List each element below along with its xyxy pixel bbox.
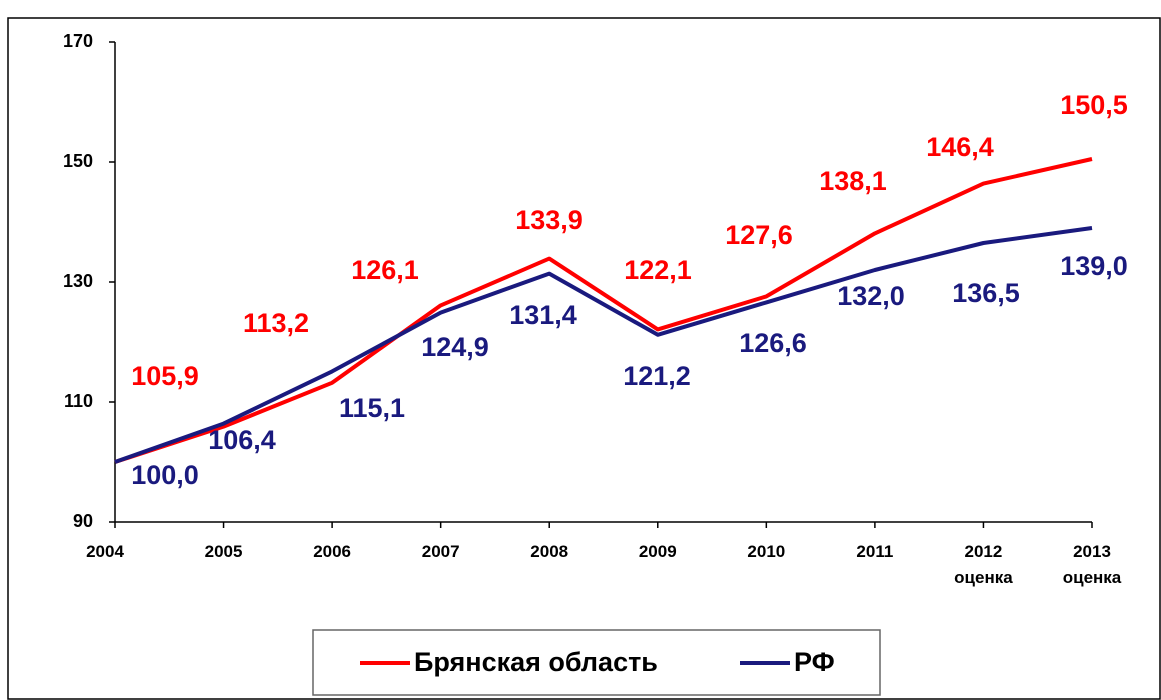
y-tick-label: 170 — [63, 31, 93, 51]
y-tick-label: 110 — [64, 391, 93, 411]
data-label: 100,0 — [131, 460, 199, 490]
data-label: 127,6 — [725, 220, 793, 250]
data-label: 133,9 — [515, 205, 583, 235]
x-tick-label: 2005 — [204, 542, 243, 561]
data-label: 146,4 — [926, 132, 994, 162]
frame — [7, 17, 1161, 700]
data-label: 124,9 — [421, 332, 489, 362]
series-line — [114, 226, 1093, 464]
y-tick-label: 90 — [73, 511, 93, 531]
data-label: 126,1 — [351, 255, 419, 285]
data-label: 131,4 — [509, 300, 577, 330]
y-tick-label: 150 — [63, 151, 93, 171]
x-tick-label: 2006 — [313, 542, 352, 561]
x-tick-label: 2013 оценка — [1062, 542, 1122, 587]
data-label: 136,5 — [952, 278, 1020, 308]
x-tick-label: 2008 — [530, 542, 569, 561]
data-label: 113,2 — [243, 308, 309, 338]
data-label: 150,5 — [1060, 90, 1128, 120]
y-tick-label: 130 — [63, 271, 93, 291]
data-label: 139,0 — [1060, 251, 1128, 281]
series-line — [114, 157, 1093, 464]
x-tick-label: 2007 — [421, 542, 460, 561]
data-label: 115,1 — [339, 393, 405, 423]
x-tick-label: 2009 — [638, 542, 677, 561]
data-label: 122,1 — [624, 255, 692, 285]
data-label: 121,2 — [623, 361, 691, 391]
legend-label: Брянская область — [414, 647, 658, 677]
x-tick-label: 2012 оценка — [954, 542, 1013, 587]
data-label: 126,6 — [739, 328, 807, 358]
x-tick-label: 2010 — [747, 542, 786, 561]
data-label: 138,1 — [819, 166, 887, 196]
x-tick-label: 2004 — [86, 542, 124, 561]
legend-label: РФ — [794, 647, 835, 677]
data-label: 105,9 — [131, 361, 199, 391]
x-tick-label: 2011 — [856, 542, 894, 561]
data-label: 106,4 — [208, 425, 276, 455]
data-label: 132,0 — [837, 281, 905, 311]
